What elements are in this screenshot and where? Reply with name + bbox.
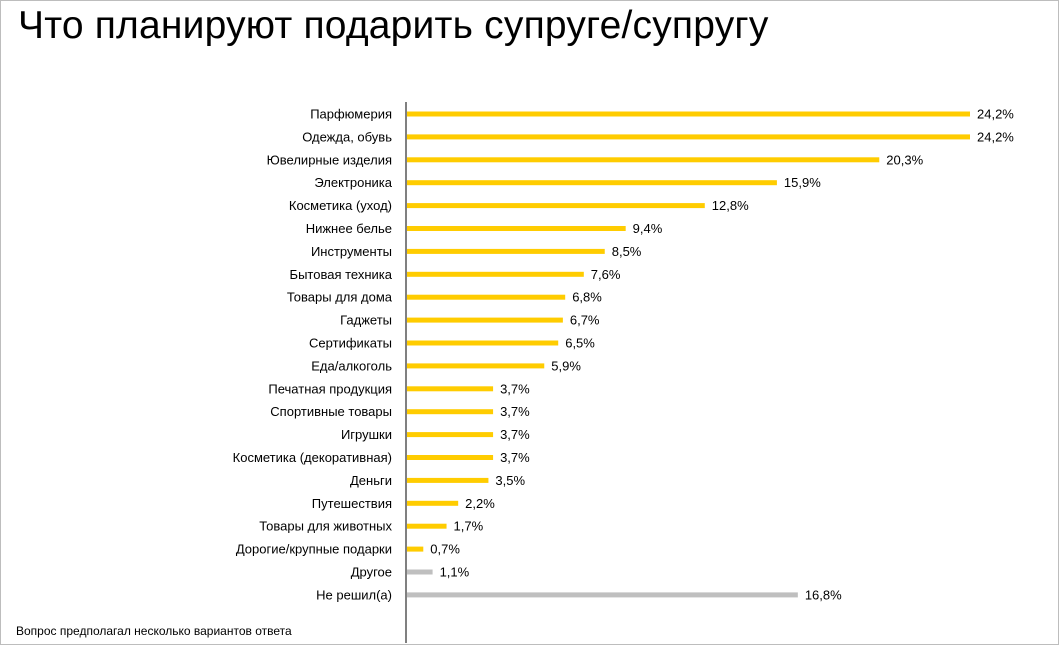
category-label: Инструменты [311, 244, 392, 259]
bar [407, 386, 494, 392]
value-label: 20,3% [886, 152, 923, 167]
category-label: Товары для животных [259, 519, 392, 534]
bar [407, 432, 494, 438]
bar [407, 409, 494, 415]
value-label: 5,9% [551, 358, 581, 373]
bar [407, 340, 559, 346]
footnote: Вопрос предполагал несколько вариантов о… [16, 624, 292, 638]
value-label: 8,5% [612, 244, 642, 259]
value-label: 0,7% [430, 542, 460, 557]
value-label: 24,2% [977, 129, 1014, 144]
bar [407, 271, 584, 277]
value-label: 2,2% [465, 496, 495, 511]
category-label: Деньги [350, 473, 392, 488]
category-label: Товары для дома [287, 290, 393, 305]
category-label: Одежда, обувь [302, 129, 392, 144]
value-label: 3,7% [500, 450, 530, 465]
category-label: Сертификаты [309, 336, 392, 351]
value-label: 1,1% [440, 565, 470, 580]
category-label: Другое [351, 565, 392, 580]
value-label: 1,7% [454, 519, 484, 534]
value-label: 24,2% [977, 107, 1014, 122]
value-label: 6,7% [570, 313, 600, 328]
value-label: 16,8% [805, 587, 842, 602]
bar [407, 248, 605, 254]
bar [407, 569, 433, 575]
value-label: 3,7% [500, 404, 530, 419]
category-label: Еда/алкоголь [311, 358, 392, 373]
bar [407, 455, 494, 460]
category-label: Ювелирные изделия [267, 152, 392, 167]
category-label: Бытовая техника [290, 267, 393, 282]
bar [407, 180, 777, 186]
category-label: Гаджеты [340, 313, 392, 328]
bar [407, 523, 447, 529]
bar [407, 500, 459, 506]
bar [407, 134, 970, 140]
bar [407, 157, 880, 163]
bar [407, 226, 626, 231]
value-label: 15,9% [784, 175, 821, 190]
category-label: Косметика (декоративная) [233, 450, 392, 465]
category-label: Не решил(а) [316, 587, 392, 602]
bar [407, 203, 705, 209]
category-label: Спортивные товары [270, 404, 392, 419]
value-label: 6,8% [572, 290, 602, 305]
category-label: Дорогие/крупные подарки [236, 542, 392, 557]
category-label: Игрушки [341, 427, 392, 442]
value-label: 6,5% [565, 336, 595, 351]
category-label: Парфюмерия [310, 107, 392, 122]
category-label: Электроника [314, 175, 392, 190]
value-label: 3,7% [500, 381, 530, 396]
chart-title: Что планируют подарить супруге/супругу [18, 4, 769, 47]
value-label: 3,7% [500, 427, 530, 442]
bar [407, 546, 424, 552]
bar [407, 592, 798, 598]
value-label: 3,5% [495, 473, 525, 488]
bar [407, 294, 566, 300]
bar [407, 111, 970, 117]
bar [407, 317, 563, 323]
value-label: 9,4% [633, 221, 663, 236]
bar [407, 363, 545, 369]
value-label: 7,6% [591, 267, 621, 282]
category-label: Нижнее белье [306, 221, 392, 236]
category-label: Печатная продукция [268, 381, 392, 396]
bar [407, 477, 489, 483]
category-label: Косметика (уход) [289, 198, 392, 213]
value-label: 12,8% [712, 198, 749, 213]
category-label: Путешествия [312, 496, 392, 511]
